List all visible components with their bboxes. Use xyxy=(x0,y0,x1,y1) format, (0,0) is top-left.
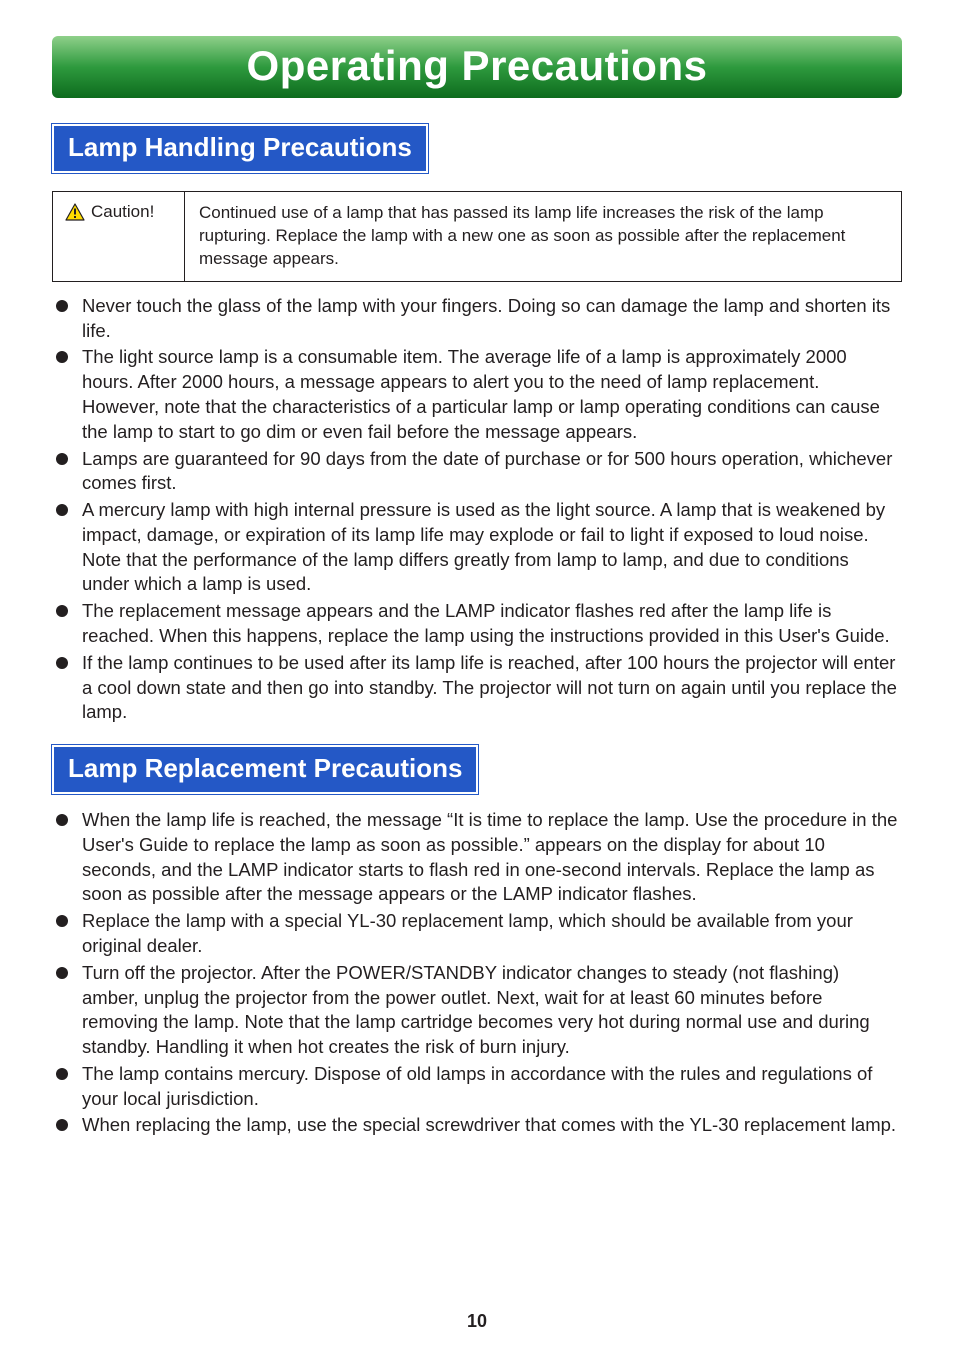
list-item: The light source lamp is a consumable it… xyxy=(54,345,900,444)
caution-label-cell: Caution! xyxy=(53,192,185,281)
list-item: Lamps are guaranteed for 90 days from th… xyxy=(54,447,900,497)
page-number: 10 xyxy=(0,1311,954,1332)
list-item: The lamp contains mercury. Dispose of ol… xyxy=(54,1062,900,1112)
list-item: Never touch the glass of the lamp with y… xyxy=(54,294,900,344)
section2-header: Lamp Replacement Precautions xyxy=(52,745,478,794)
list-item: When replacing the lamp, use the special… xyxy=(54,1113,900,1138)
list-item: When the lamp life is reached, the messa… xyxy=(54,808,900,907)
bullets-list-2: When the lamp life is reached, the messa… xyxy=(52,808,902,1138)
page-title-bar: Operating Precautions xyxy=(52,36,902,98)
list-item: A mercury lamp with high internal pressu… xyxy=(54,498,900,597)
list-item: If the lamp continues to be used after i… xyxy=(54,651,900,725)
list-item: Turn off the projector. After the POWER/… xyxy=(54,961,900,1060)
caution-box: Caution! Continued use of a lamp that ha… xyxy=(52,191,902,282)
bullets-list-1: Never touch the glass of the lamp with y… xyxy=(52,294,902,725)
list-item: The replacement message appears and the … xyxy=(54,599,900,649)
warning-triangle-icon xyxy=(65,203,85,221)
caution-label: Caution! xyxy=(91,202,154,222)
caution-text: Continued use of a lamp that has passed … xyxy=(185,192,901,281)
list-item: Replace the lamp with a special YL-30 re… xyxy=(54,909,900,959)
page-title: Operating Precautions xyxy=(52,42,902,90)
section1-header: Lamp Handling Precautions xyxy=(52,124,428,173)
